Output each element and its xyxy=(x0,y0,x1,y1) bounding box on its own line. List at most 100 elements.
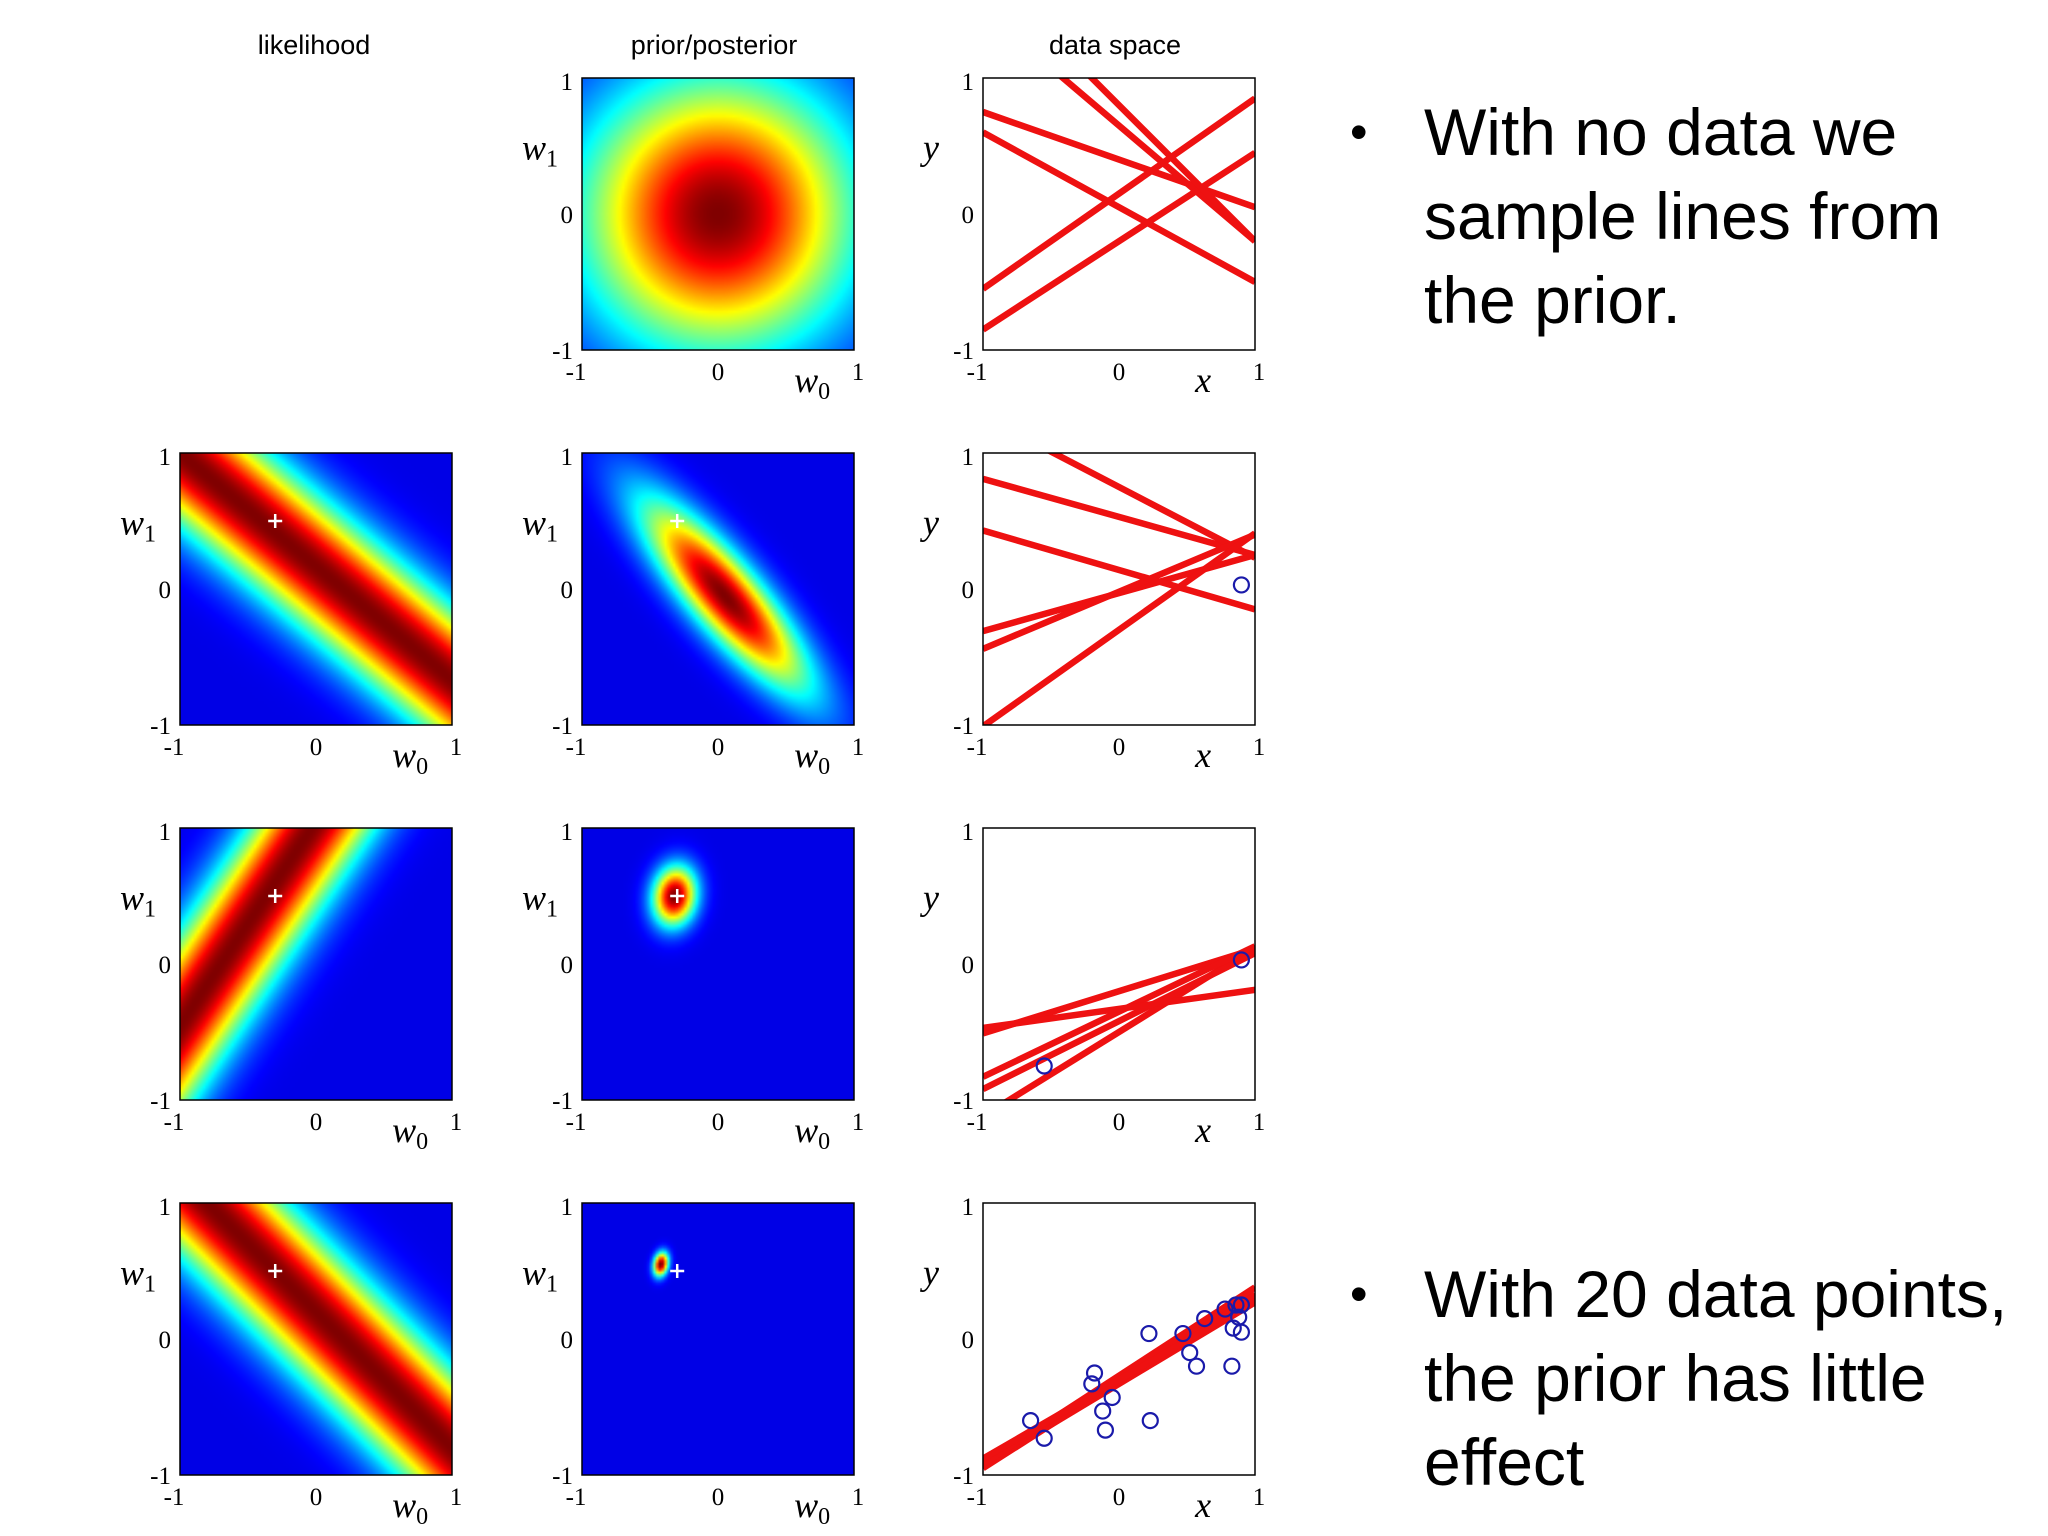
x-tick-label: -1 xyxy=(566,1484,587,1511)
posterior-panel-heatmap xyxy=(582,78,854,350)
y-tick-label: 0 xyxy=(159,577,172,604)
x-tick-label: -1 xyxy=(164,1484,185,1511)
data-point xyxy=(1085,1364,1104,1382)
y-tick-label: 1 xyxy=(962,1194,975,1221)
y-tick-label: 0 xyxy=(561,1327,574,1354)
x-tick-label: -1 xyxy=(967,359,988,386)
y-axis-label: y xyxy=(920,128,939,168)
axes-frame xyxy=(982,77,1256,351)
data-point xyxy=(1232,1296,1251,1314)
posterior-panel-heatmap xyxy=(582,453,854,725)
y-axis-label: w1 xyxy=(120,1253,156,1298)
y-axis-label: y xyxy=(920,1253,939,1293)
posterior-panel: -1 0 1 1 0 -1 w0 w1 xyxy=(522,1194,864,1530)
y-tick-label: 1 xyxy=(159,444,172,471)
x-tick-label: 1 xyxy=(1253,359,1266,386)
y-tick-label: -1 xyxy=(150,1088,171,1115)
x-tick-label: 1 xyxy=(852,1484,865,1511)
x-tick-label: 1 xyxy=(852,359,865,386)
y-tick-label: 0 xyxy=(962,577,975,604)
likelihood-panel-heatmap xyxy=(180,828,452,1100)
y-axis-label: w1 xyxy=(522,128,558,173)
y-tick-label: 0 xyxy=(962,202,975,229)
data-space-panel: -1 0 1 1 0 -1 x y xyxy=(920,444,1266,775)
axes-frame xyxy=(581,827,855,1101)
data-point xyxy=(1187,1357,1206,1375)
y-tick-label: -1 xyxy=(953,1463,974,1490)
sample-lines xyxy=(983,453,1255,725)
y-tick-label: -1 xyxy=(552,338,573,365)
y-axis-label: y xyxy=(920,878,939,918)
y-tick-label: 1 xyxy=(962,69,975,96)
sample-lines xyxy=(983,1284,1255,1471)
x-axis-label: x xyxy=(1194,1485,1211,1525)
data-point xyxy=(1223,1357,1241,1375)
x-tick-label: 1 xyxy=(450,1109,463,1136)
bullet-twenty-points: • With 20 data points, the prior has lit… xyxy=(1350,1252,2024,1504)
x-tick-label: 0 xyxy=(310,734,323,761)
data-point xyxy=(1232,951,1251,969)
x-tick-label: 1 xyxy=(1253,734,1266,761)
axes-frame xyxy=(179,452,453,726)
x-tick-label: -1 xyxy=(164,734,185,761)
posterior-panel-heatmap xyxy=(582,1203,854,1475)
y-tick-label: 1 xyxy=(159,819,172,846)
data-point xyxy=(1035,1429,1053,1447)
x-tick-label: 0 xyxy=(712,734,725,761)
bullet-text: With no data we sample lines from the pr… xyxy=(1424,95,1942,337)
data-point xyxy=(1224,1319,1242,1337)
sample-line xyxy=(983,530,1255,725)
x-tick-label: -1 xyxy=(967,734,988,761)
x-axis-label: x xyxy=(1194,1110,1211,1150)
y-tick-label: -1 xyxy=(552,713,573,740)
y-tick-label: 1 xyxy=(561,1194,574,1221)
data-point xyxy=(1227,1296,1245,1314)
data-point xyxy=(1232,1323,1251,1341)
data-point xyxy=(1103,1388,1121,1407)
y-tick-label: -1 xyxy=(150,713,171,740)
x-tick-label: 1 xyxy=(852,734,865,761)
y-axis-label: w1 xyxy=(120,503,156,548)
y-axis-label: y xyxy=(920,503,939,543)
y-tick-label: 0 xyxy=(159,1327,172,1354)
data-point xyxy=(1083,1375,1101,1393)
axes-frame xyxy=(581,452,855,726)
x-tick-label: -1 xyxy=(566,1109,587,1136)
sample-line xyxy=(983,950,1255,1093)
y-tick-label: 0 xyxy=(159,952,172,979)
x-axis-label: w0 xyxy=(392,735,428,780)
bullet-icon: • xyxy=(1350,1266,1368,1322)
axes-frame xyxy=(179,1202,453,1476)
data-space-panel: -1 0 1 1 0 -1 x y xyxy=(920,1194,1265,1525)
sample-line xyxy=(983,986,1255,1032)
x-tick-label: -1 xyxy=(566,734,587,761)
x-tick-label: 0 xyxy=(712,1484,725,1511)
x-axis-label: x xyxy=(1194,360,1211,400)
data-point xyxy=(1140,1324,1158,1343)
y-tick-label: 1 xyxy=(561,69,574,96)
y-tick-label: -1 xyxy=(953,1088,974,1115)
x-axis-label: w0 xyxy=(794,735,830,780)
x-axis-label: w0 xyxy=(794,1485,830,1530)
y-tick-label: -1 xyxy=(953,338,974,365)
column-title-data-space: data space xyxy=(1049,30,1181,60)
column-title-likelihood: likelihood xyxy=(258,30,371,60)
axes-frame xyxy=(982,452,1256,726)
x-axis-label: w0 xyxy=(794,360,830,405)
x-tick-label: -1 xyxy=(164,1109,185,1136)
data-point xyxy=(1096,1421,1115,1439)
sample-line xyxy=(983,1298,1255,1462)
posterior-panel: -1 0 1 1 0 -1 w0 w1 xyxy=(522,444,864,780)
x-tick-label: -1 xyxy=(967,1109,988,1136)
y-tick-label: 0 xyxy=(561,202,574,229)
y-tick-label: 0 xyxy=(561,952,574,979)
data-space-panel: -1 0 1 1 0 -1 x y xyxy=(920,69,1266,400)
likelihood-panel-heatmap xyxy=(180,1203,452,1475)
x-tick-label: 0 xyxy=(712,359,725,386)
sample-lines xyxy=(983,78,1255,333)
column-title-prior-posterior: prior/posterior xyxy=(631,30,798,60)
y-tick-label: -1 xyxy=(150,1463,171,1490)
posterior-panel: -1 0 1 1 0 -1 w0 w1 xyxy=(522,69,864,405)
data-point xyxy=(1216,1300,1234,1318)
x-tick-label: 1 xyxy=(1253,1484,1266,1511)
